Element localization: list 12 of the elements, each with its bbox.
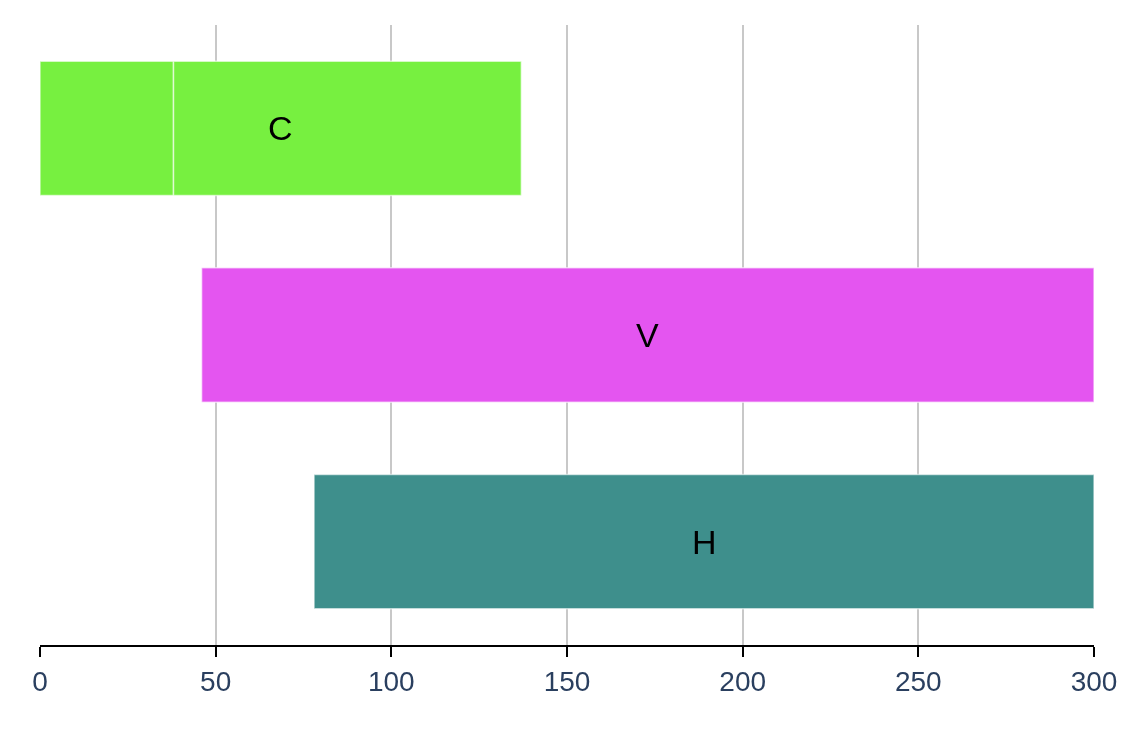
x-tick-label: 0 — [32, 665, 48, 697]
x-tick-label: 250 — [894, 665, 942, 697]
y-tick-label: H — [692, 523, 717, 561]
x-tick-label: 200 — [719, 665, 767, 697]
x-tick-label: 100 — [367, 665, 415, 697]
x-tick-label: 50 — [200, 665, 232, 697]
x-tick-label: 300 — [1070, 665, 1118, 697]
bar — [313, 473, 1094, 610]
y-tick-label: C — [268, 109, 293, 147]
y-tick-label: V — [636, 316, 659, 354]
x-tick-label: 150 — [543, 665, 591, 697]
bar — [200, 267, 1094, 403]
